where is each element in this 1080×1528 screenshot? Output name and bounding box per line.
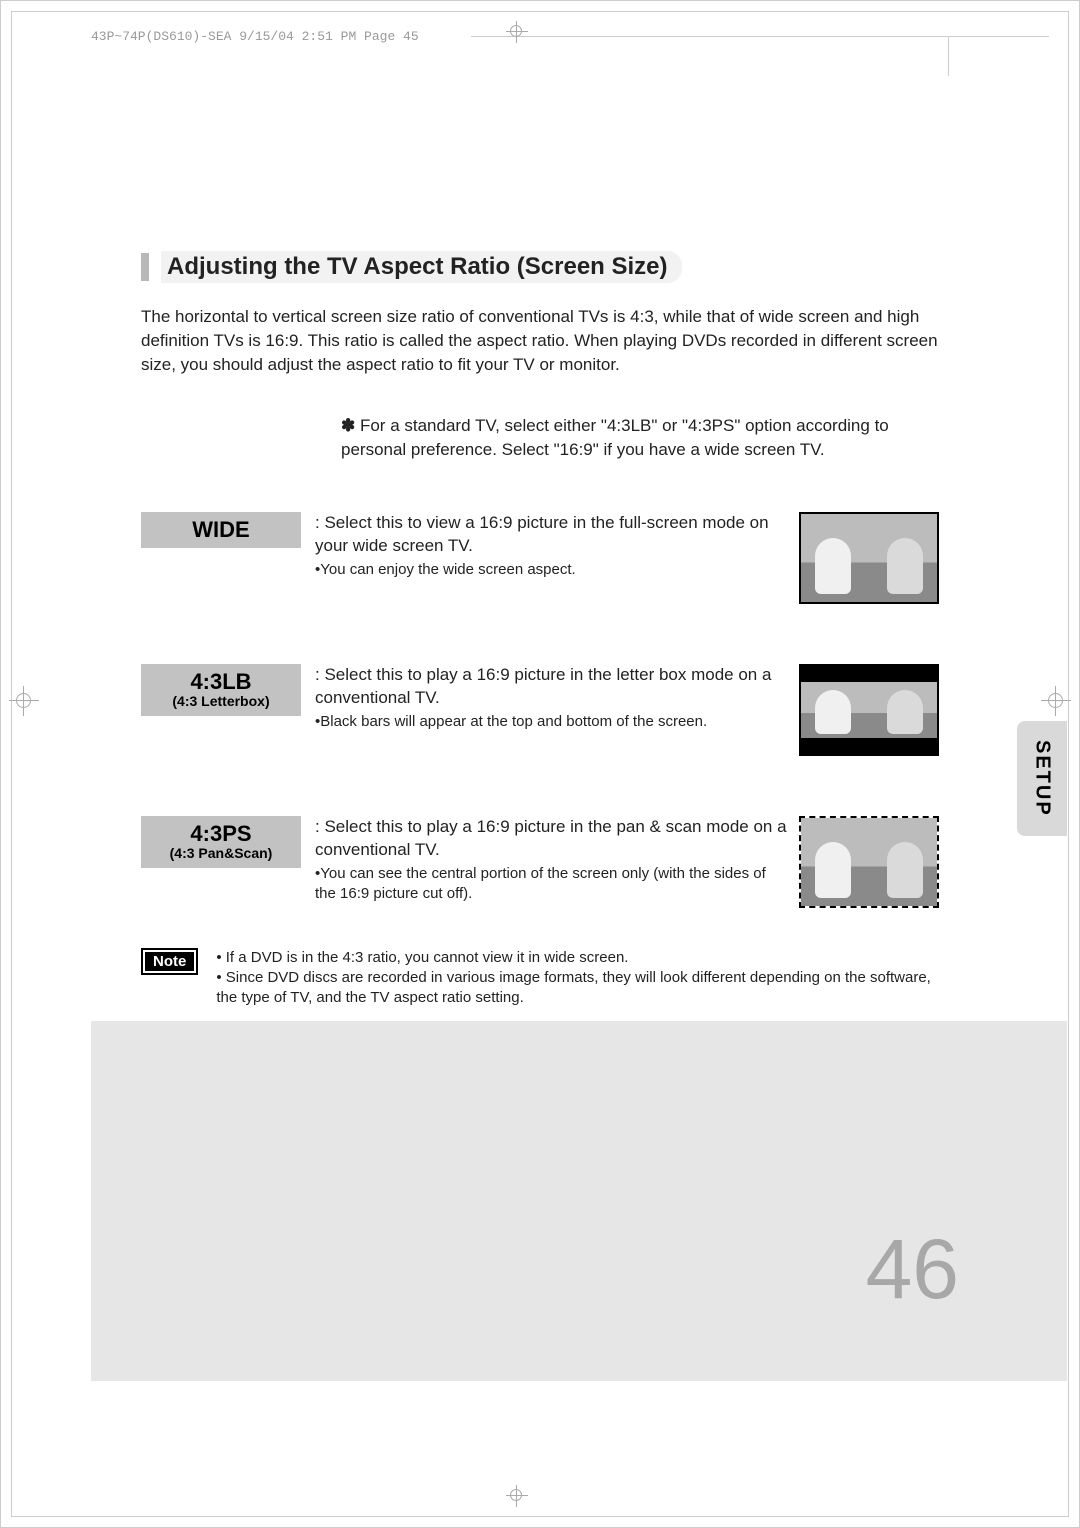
section-title: Adjusting the TV Aspect Ratio (Screen Si… (161, 251, 682, 283)
option-row-43ps: 4:3PS (4:3 Pan&Scan) : Select this to pl… (141, 816, 939, 908)
setup-tab-label: SETUP (1031, 740, 1054, 817)
note-row: Note • If a DVD is in the 4:3 ratio, you… (141, 948, 939, 1009)
option-desc-43ps: : Select this to play a 16:9 picture in … (315, 816, 799, 904)
registration-mark-top (506, 21, 528, 43)
option-desc-main: : Select this to play a 16:9 picture in … (315, 816, 787, 862)
note-line-2: • Since DVD discs are recorded in variou… (216, 968, 939, 1009)
option-desc-sub: •You can see the central portion of the … (315, 864, 787, 905)
section-title-wrap: Adjusting the TV Aspect Ratio (Screen Si… (141, 251, 939, 283)
option-row-43lb: 4:3LB (4:3 Letterbox) : Select this to p… (141, 664, 939, 756)
option-desc-main: : Select this to view a 16:9 picture in … (315, 512, 787, 558)
option-label-43ps: 4:3PS (4:3 Pan&Scan) (141, 816, 301, 868)
note-line-1: • If a DVD is in the 4:3 ratio, you cann… (216, 948, 939, 968)
standard-tv-note: ✽ For a standard TV, select either "4:3L… (341, 414, 939, 462)
standard-note-text: For a standard TV, select either "4:3LB"… (341, 416, 889, 459)
section-title-bar (141, 253, 149, 281)
option-label-big: 4:3LB (145, 670, 297, 694)
option-label-small: (4:3 Pan&Scan) (145, 846, 297, 861)
setup-side-tab: SETUP (1017, 721, 1067, 836)
option-desc-main: : Select this to play a 16:9 picture in … (315, 664, 787, 710)
note-text: • If a DVD is in the 4:3 ratio, you cann… (216, 948, 939, 1009)
thumb-43ps (799, 816, 939, 908)
page-number: 46 (866, 1221, 959, 1318)
option-row-wide: WIDE : Select this to view a 16:9 pictur… (141, 512, 939, 604)
registration-mark-left (9, 686, 39, 716)
header-doc-info: 43P~74P(DS610)-SEA 9/15/04 2:51 PM Page … (91, 29, 419, 44)
registration-mark-bottom (506, 1485, 528, 1507)
option-label-43lb: 4:3LB (4:3 Letterbox) (141, 664, 301, 716)
grey-footer-block (91, 1021, 1067, 1381)
option-desc-sub: •Black bars will appear at the top and b… (315, 712, 787, 732)
intro-paragraph: The horizontal to vertical screen size r… (141, 305, 939, 376)
option-label-small: (4:3 Letterbox) (145, 694, 297, 709)
thumb-43lb (799, 664, 939, 756)
option-label-wide: WIDE (141, 512, 301, 548)
header-line (471, 36, 1049, 37)
option-label-big: WIDE (145, 518, 297, 542)
option-desc-sub: •You can enjoy the wide screen aspect. (315, 560, 787, 580)
main-content: Adjusting the TV Aspect Ratio (Screen Si… (141, 251, 939, 1009)
star-icon: ✽ (341, 416, 360, 435)
option-desc-wide: : Select this to view a 16:9 picture in … (315, 512, 799, 580)
thumb-wide (799, 512, 939, 604)
option-label-big: 4:3PS (145, 822, 297, 846)
option-desc-43lb: : Select this to play a 16:9 picture in … (315, 664, 799, 732)
right-guide (948, 36, 949, 76)
registration-mark-right (1041, 686, 1071, 716)
note-badge: Note (141, 948, 198, 975)
